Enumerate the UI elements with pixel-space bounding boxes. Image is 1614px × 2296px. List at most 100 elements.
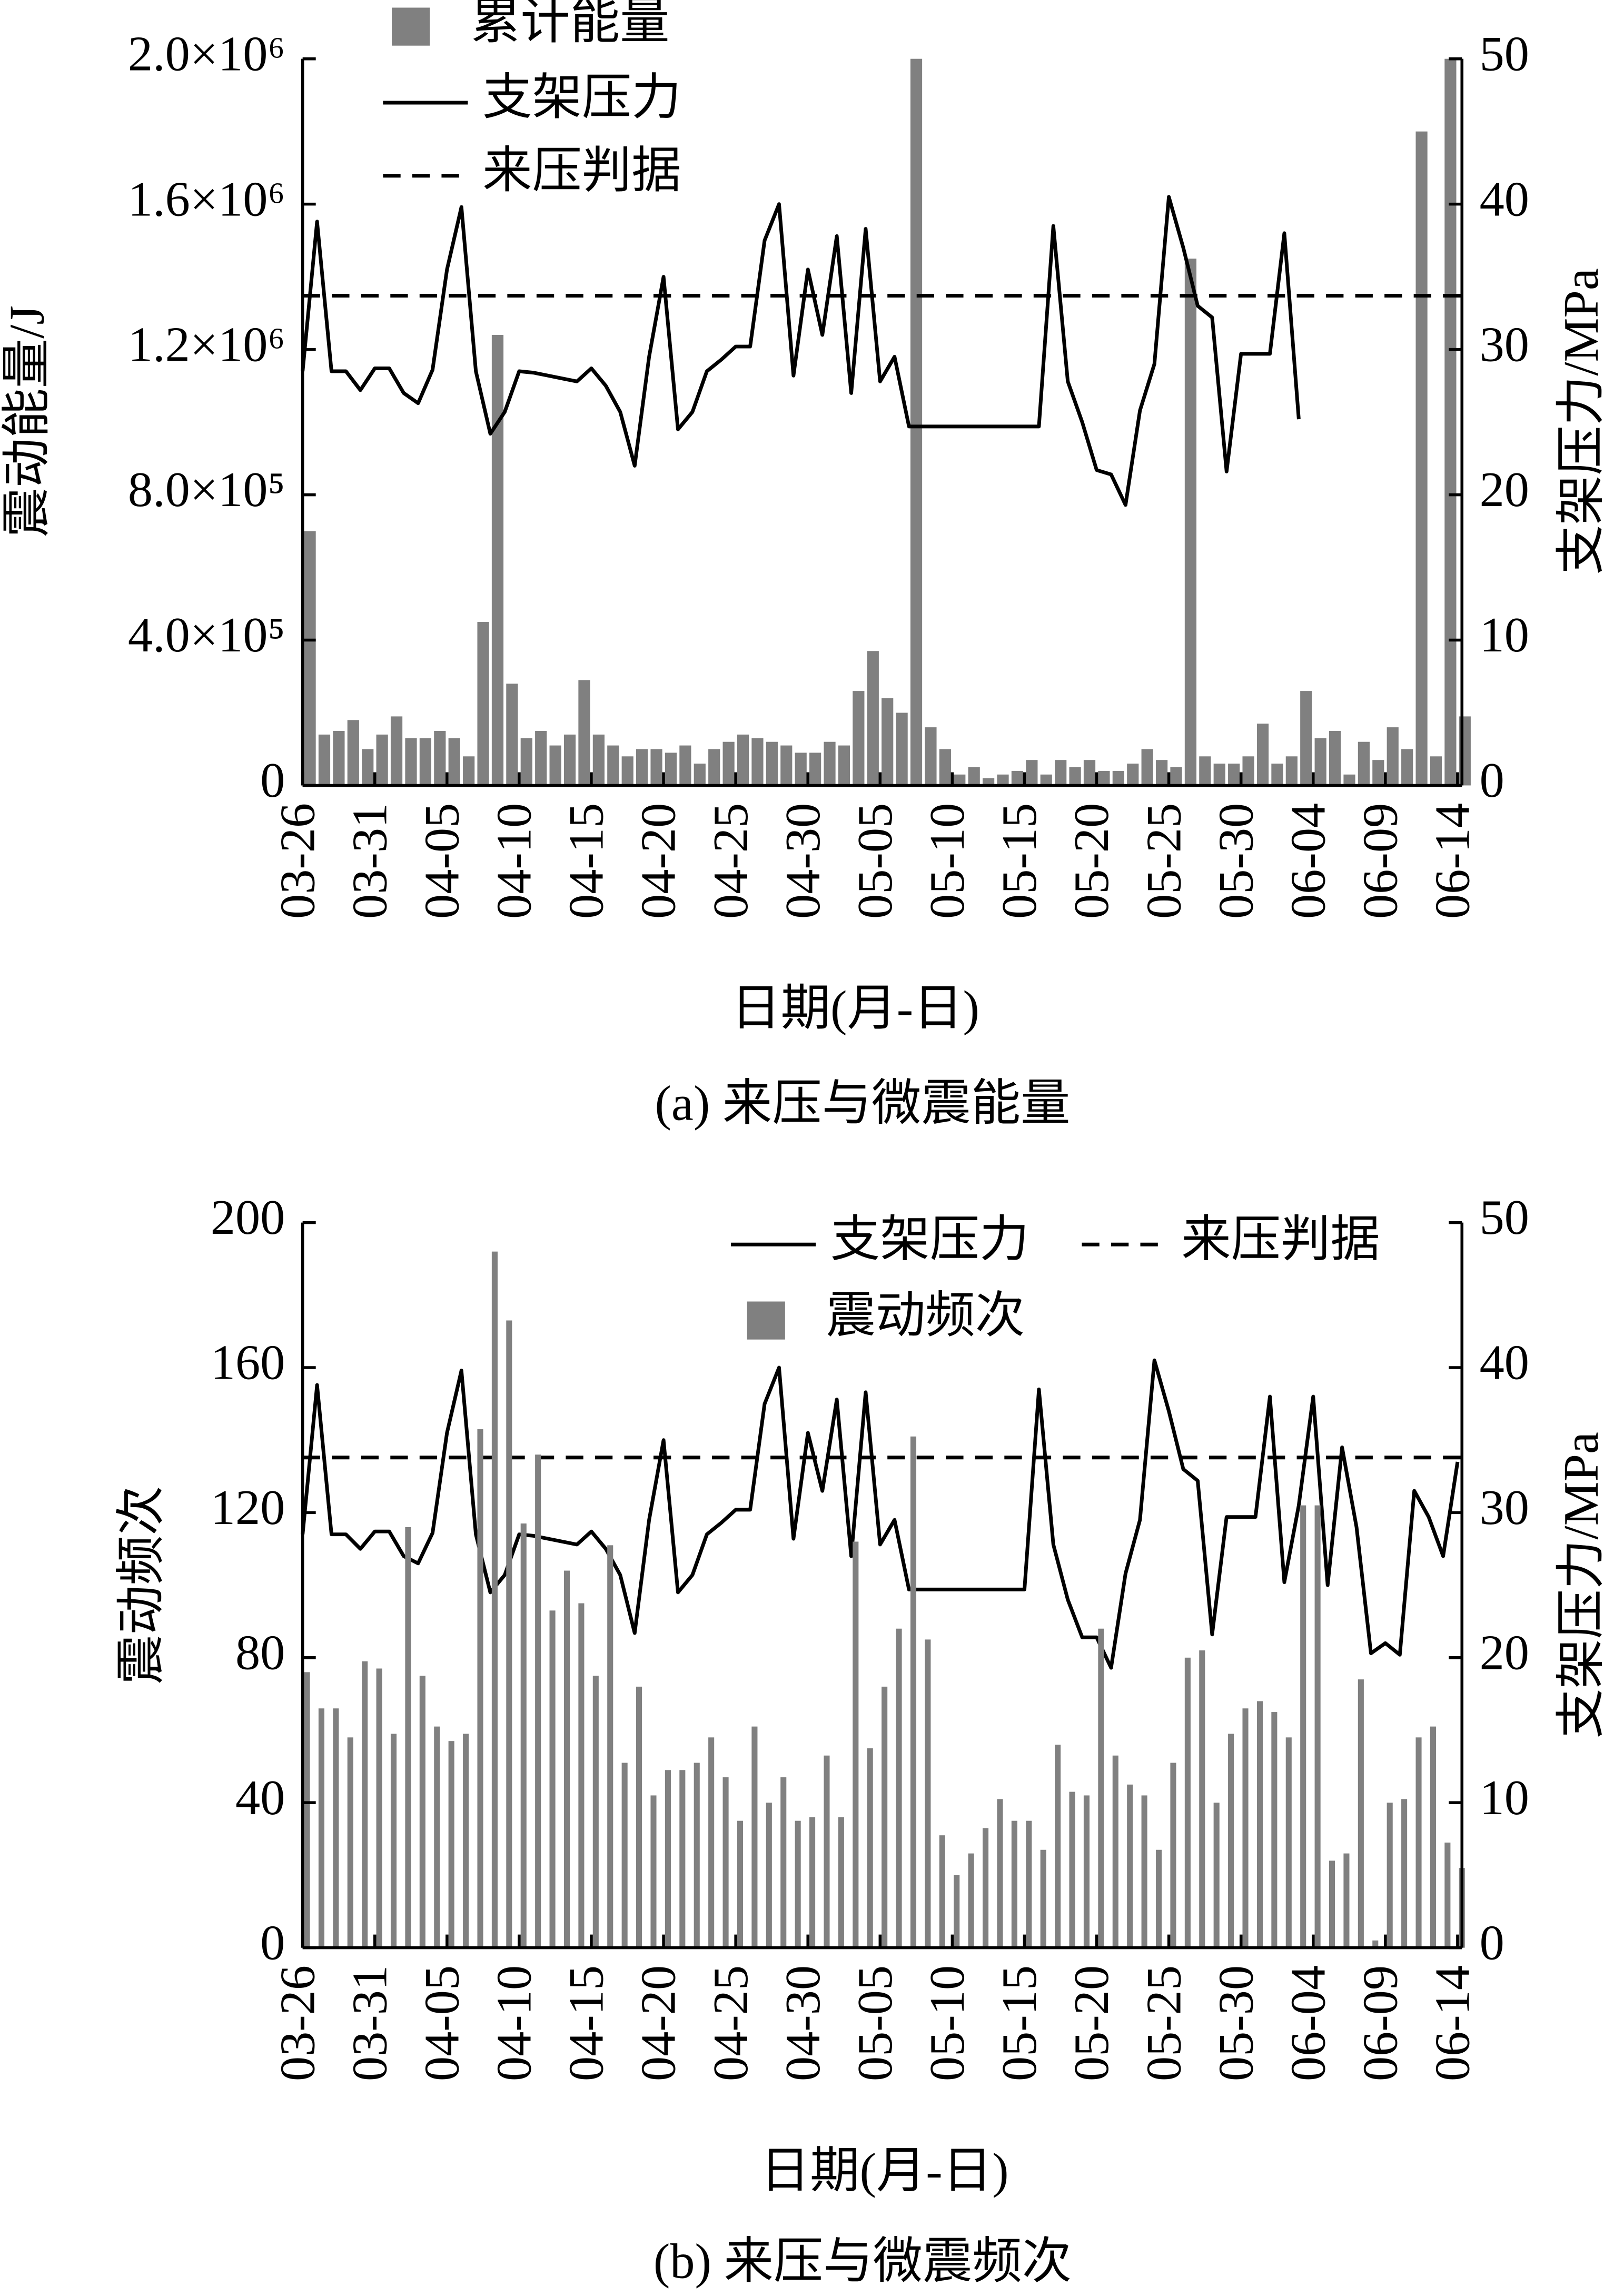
- bar: [390, 1734, 397, 1948]
- bar: [1228, 1734, 1234, 1948]
- legend-label: 来压判据: [482, 143, 681, 198]
- bar: [1026, 1820, 1032, 1948]
- y-tick-label: 40: [235, 1770, 285, 1825]
- bar: [1242, 756, 1254, 786]
- x-tick-label: 04-05: [415, 803, 470, 919]
- bar: [636, 1686, 642, 1948]
- bar: [997, 1799, 1003, 1948]
- bar: [1285, 756, 1298, 786]
- bar: [679, 1770, 686, 1948]
- bar: [910, 1436, 917, 1948]
- y-tick-label: 8.0×10⁵: [128, 462, 285, 517]
- bar: [1387, 727, 1399, 786]
- bar: [434, 731, 446, 786]
- x-tick-label: 06-14: [1425, 1965, 1480, 2081]
- y2-tick-label: 0: [1480, 753, 1504, 808]
- bar: [477, 1429, 483, 1948]
- bar: [636, 749, 648, 786]
- bar: [1170, 767, 1182, 786]
- caption: (b) 来压与微震频次: [653, 2234, 1072, 2289]
- bar: [1314, 738, 1326, 786]
- bar: [1155, 1849, 1162, 1948]
- bar: [968, 1853, 974, 1948]
- pressure-line: [301, 195, 1301, 507]
- x-tick-label: 05-05: [848, 1965, 903, 2081]
- bar: [665, 753, 677, 786]
- bar: [780, 1777, 787, 1948]
- bar: [708, 1737, 715, 1948]
- bar: [795, 753, 807, 786]
- y2-tick-label: 20: [1480, 1625, 1529, 1680]
- bar: [347, 1737, 353, 1948]
- bar: [1228, 764, 1240, 786]
- x-tick-label: 05-10: [920, 1965, 975, 2081]
- bar: [1300, 1505, 1306, 1948]
- bar: [722, 741, 735, 786]
- y2-tick-label: 0: [1480, 1915, 1504, 1970]
- x-tick-label: 04-25: [704, 1965, 758, 2081]
- bar: [419, 1676, 425, 1948]
- y2-axis-label: 支架压力/MPa: [1554, 1432, 1609, 1738]
- bar: [1112, 1755, 1118, 1948]
- bar: [1358, 1679, 1364, 1948]
- bar: [1069, 1792, 1075, 1948]
- bar: [939, 749, 951, 786]
- bar: [434, 1726, 440, 1948]
- bar: [1155, 760, 1168, 786]
- x-tick-label: 05-15: [992, 803, 1047, 919]
- bar: [376, 734, 388, 786]
- x-tick-label: 05-30: [1209, 1965, 1263, 2081]
- bar: [1184, 259, 1197, 786]
- bar: [376, 1668, 382, 1948]
- bar: [491, 1251, 498, 1948]
- bar: [1098, 770, 1110, 786]
- bar: [824, 741, 836, 786]
- bar: [621, 756, 633, 786]
- bar: [1271, 764, 1283, 786]
- bar: [1040, 774, 1052, 786]
- bar: [347, 720, 359, 786]
- bar: [882, 698, 894, 786]
- y2-tick-label: 40: [1480, 1335, 1529, 1390]
- x-tick-label: 04-15: [559, 1965, 614, 2081]
- x-tick-label: 04-30: [776, 803, 830, 919]
- bar: [535, 1454, 541, 1948]
- bar: [722, 1777, 729, 1948]
- bar: [1256, 724, 1269, 786]
- y-tick-label: 4.0×10⁵: [128, 608, 285, 662]
- bar: [1040, 1849, 1046, 1948]
- bar: [1415, 1737, 1422, 1948]
- x-tick-label: 04-10: [487, 1965, 542, 2081]
- bar: [607, 1545, 613, 1948]
- bar: [563, 734, 576, 786]
- bar: [838, 1817, 844, 1948]
- bar: [1011, 1820, 1017, 1948]
- x-tick-label: 05-30: [1209, 803, 1263, 919]
- legend-label: 支架压力: [830, 1212, 1029, 1267]
- bar: [780, 745, 793, 786]
- bar: [333, 731, 345, 786]
- x-tick-label: 04-10: [487, 803, 542, 919]
- y-axis-label: 震动频次: [114, 1486, 169, 1685]
- y-tick-label: 200: [211, 1190, 285, 1245]
- bar: [896, 712, 908, 786]
- bar: [751, 1726, 758, 1948]
- bar: [954, 774, 966, 786]
- bar: [766, 1803, 772, 1948]
- bar: [1387, 1803, 1393, 1948]
- bar: [1055, 760, 1067, 786]
- bar: [925, 727, 937, 786]
- bar: [563, 1570, 570, 1948]
- bar: [592, 734, 605, 786]
- legend-label: 累计能量: [471, 0, 670, 49]
- bar: [1300, 691, 1312, 786]
- bar: [448, 738, 460, 786]
- bar: [549, 1610, 556, 1948]
- x-tick-label: 04-05: [415, 1965, 470, 2081]
- x-tick-label: 03-26: [270, 1965, 325, 2081]
- bar: [578, 1603, 585, 1948]
- bar: [1127, 764, 1139, 786]
- y2-tick-label: 30: [1480, 317, 1529, 372]
